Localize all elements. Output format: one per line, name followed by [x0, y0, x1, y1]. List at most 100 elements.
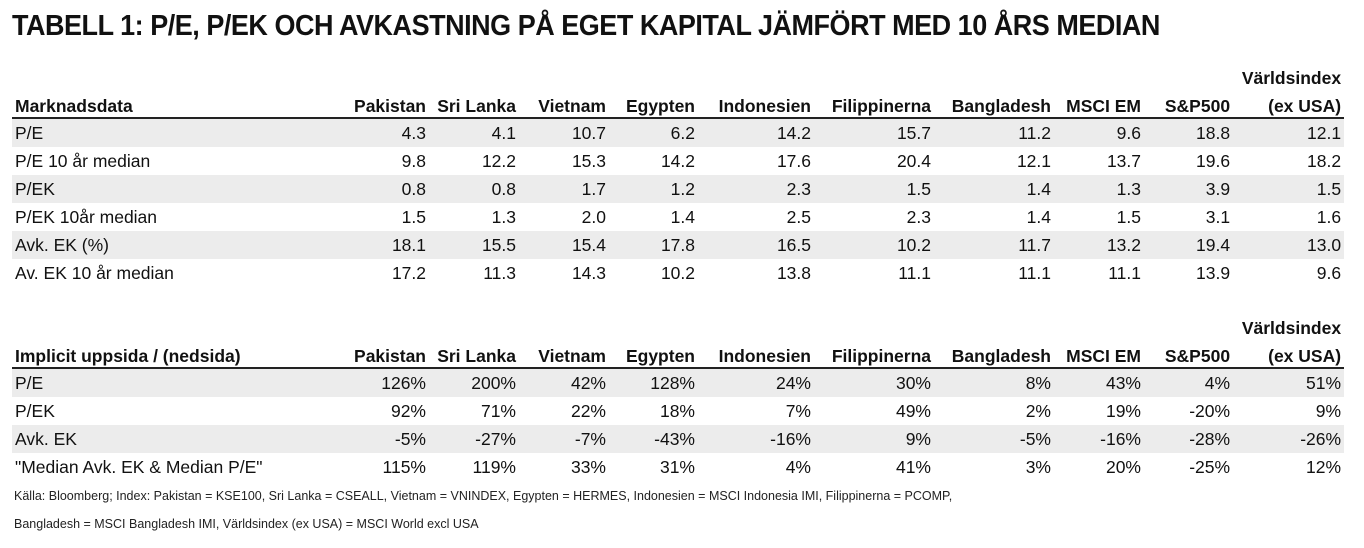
column-header: Egypten — [609, 339, 698, 369]
table-cell: 4.3 — [342, 118, 429, 147]
table-cell: 9.6 — [1316, 262, 1342, 283]
table-cell: 92% — [390, 400, 426, 421]
table-cell: 119% — [472, 456, 516, 477]
column-header: Sri Lanka — [429, 89, 519, 119]
table-row: Avk. EK (%) 18.1 15.5 15.4 17.8 16.5 10.2 11.7 1… — [12, 231, 1345, 259]
table-cell: 13.2 — [1054, 231, 1144, 259]
table-cell: 24% — [698, 368, 814, 397]
table-cell: 33% — [570, 456, 606, 477]
market-data-table: Världsindex Marknadsdata Pakistan Sri La… — [12, 64, 1345, 287]
table-cell: 3.9 — [1144, 175, 1234, 203]
table-cell: 18.2 — [1307, 150, 1342, 171]
table-cell: 1.2 — [609, 175, 698, 203]
row-label: P/EK — [15, 400, 55, 421]
table-header-label: Implicit uppsida / (nedsida) — [12, 339, 342, 369]
table-cell: 15.5 — [429, 231, 519, 259]
table-cell: -7% — [519, 425, 609, 453]
row-label: P/EK — [12, 175, 342, 203]
table-header-label: Marknadsdata — [12, 89, 342, 119]
table-cell: 15.4 — [519, 231, 609, 259]
column-header: MSCI EM — [1054, 339, 1144, 369]
table-cell: 13.8 — [776, 262, 811, 283]
table-cell: 9.6 — [1054, 118, 1144, 147]
table-cell: 9% — [1315, 400, 1342, 421]
table-row: P/E 126% 200% 42% 128% 24% 30% 8% 43% 4% 51% — [12, 368, 1345, 397]
table-cell: 41% — [895, 456, 931, 477]
table-cell: 15.7 — [814, 118, 934, 147]
table-cell: 18.8 — [1144, 118, 1234, 147]
table-cell: 0.8 — [429, 175, 519, 203]
table-cell: -20% — [1189, 400, 1231, 421]
column-header: S&P500 — [1144, 89, 1234, 119]
table-cell: 19% — [1105, 400, 1141, 421]
table-cell: 126% — [342, 368, 429, 397]
table-cell: 17.6 — [776, 150, 811, 171]
page-title: TABELL 1: P/E, P/EK OCH AVKASTNING PÅ EG… — [12, 10, 1160, 42]
source-note: Källa: Bloomberg; Index: Pakistan = KSE1… — [14, 489, 953, 503]
table-cell: 15.3 — [571, 150, 606, 171]
table-cell: 4% — [1144, 368, 1234, 397]
table-row: P/EK 0.8 0.8 1.7 1.2 2.3 1.5 1.4 1.3 3.9 1.5 — [12, 175, 1345, 203]
table-row: Avk. EK -5% -27% -7% -43% -16% 9% -5% -16% -28% -2… — [12, 425, 1345, 453]
row-label: Avk. EK — [12, 425, 342, 453]
table-cell: 200% — [429, 368, 519, 397]
column-header-world-line2: (ex USA) — [1233, 339, 1345, 369]
table-cell: 20.4 — [896, 150, 931, 171]
table-cell: -28% — [1144, 425, 1234, 453]
column-header: S&P500 — [1144, 339, 1234, 369]
column-header: Filippinerna — [814, 339, 934, 369]
row-label: P/E — [12, 118, 342, 147]
column-header: Indonesien — [698, 339, 814, 369]
column-header-world-line1: Världsindex — [1241, 68, 1342, 88]
table-cell: 11.3 — [483, 262, 516, 283]
table-cell: 18.1 — [342, 231, 429, 259]
table-cell: -16% — [1054, 425, 1144, 453]
table-cell: -27% — [429, 425, 519, 453]
column-header: Sri Lanka — [429, 339, 519, 369]
column-header: Egypten — [609, 89, 698, 119]
table-cell: 12% — [1306, 456, 1342, 477]
table-cell: 1.3 — [1054, 175, 1144, 203]
column-header-world-line2: (ex USA) — [1233, 89, 1345, 119]
table-cell: 11.1 — [898, 262, 931, 283]
row-label: P/EK 10år median — [15, 206, 158, 227]
table-cell: 2% — [1025, 400, 1051, 421]
table-header-row: Implicit uppsida / (nedsida) Pakistan Sr… — [12, 339, 1345, 369]
table-cell: 19.4 — [1144, 231, 1234, 259]
table-row: P/EK 92% 71% 22% 18% 7% 49% 2% 19% -20% 9% — [12, 397, 1344, 425]
table-cell: 4% — [785, 456, 811, 477]
table-cell: 12.2 — [481, 150, 516, 171]
table-row: P/EK 10år median 1.5 1.3 2.0 1.4 2.5 2.3 1.4 1.5… — [12, 203, 1344, 231]
column-header: MSCI EM — [1054, 89, 1144, 119]
row-label: Avk. EK (%) — [12, 231, 342, 259]
table-cell: 12.1 — [1016, 150, 1051, 171]
table-cell: 1.4 — [670, 206, 695, 227]
table-row: "Median Avk. EK & Median P/E" 115% 119% 33%… — [12, 453, 1344, 481]
table-cell: 1.4 — [934, 175, 1054, 203]
table-cell: 6.2 — [609, 118, 698, 147]
column-header: Bangladesh — [934, 89, 1054, 119]
table-cell: 13.7 — [1106, 150, 1141, 171]
column-header: Indonesien — [698, 89, 814, 119]
table-cell: 49% — [895, 400, 931, 421]
table-cell: 2.3 — [698, 175, 814, 203]
table-cell: 115% — [382, 456, 426, 477]
table-header-row: Marknadsdata Pakistan Sri Lanka Vietnam … — [12, 89, 1345, 119]
table-cell: -5% — [934, 425, 1054, 453]
table-cell: -26% — [1233, 425, 1345, 453]
column-header: Bangladesh — [934, 339, 1054, 369]
table-cell: 2.5 — [786, 206, 811, 227]
table-cell: 1.5 — [1233, 175, 1345, 203]
row-label: P/E 10 år median — [15, 150, 151, 171]
table-cell: 17.2 — [391, 262, 426, 283]
table-cell: -43% — [609, 425, 698, 453]
table-cell: 17.8 — [609, 231, 698, 259]
table-cell: 9% — [814, 425, 934, 453]
column-header: Vietnam — [519, 339, 609, 369]
table-cell: 14.2 — [698, 118, 814, 147]
table-row: P/E 4.3 4.1 10.7 6.2 14.2 15.7 11.2 9.6 18.8 12.1 — [12, 118, 1345, 147]
table-cell: 9.8 — [401, 150, 426, 171]
table-cell: 1.3 — [491, 206, 516, 227]
table-cell: 1.5 — [814, 175, 934, 203]
table-cell: 11.7 — [934, 231, 1054, 259]
